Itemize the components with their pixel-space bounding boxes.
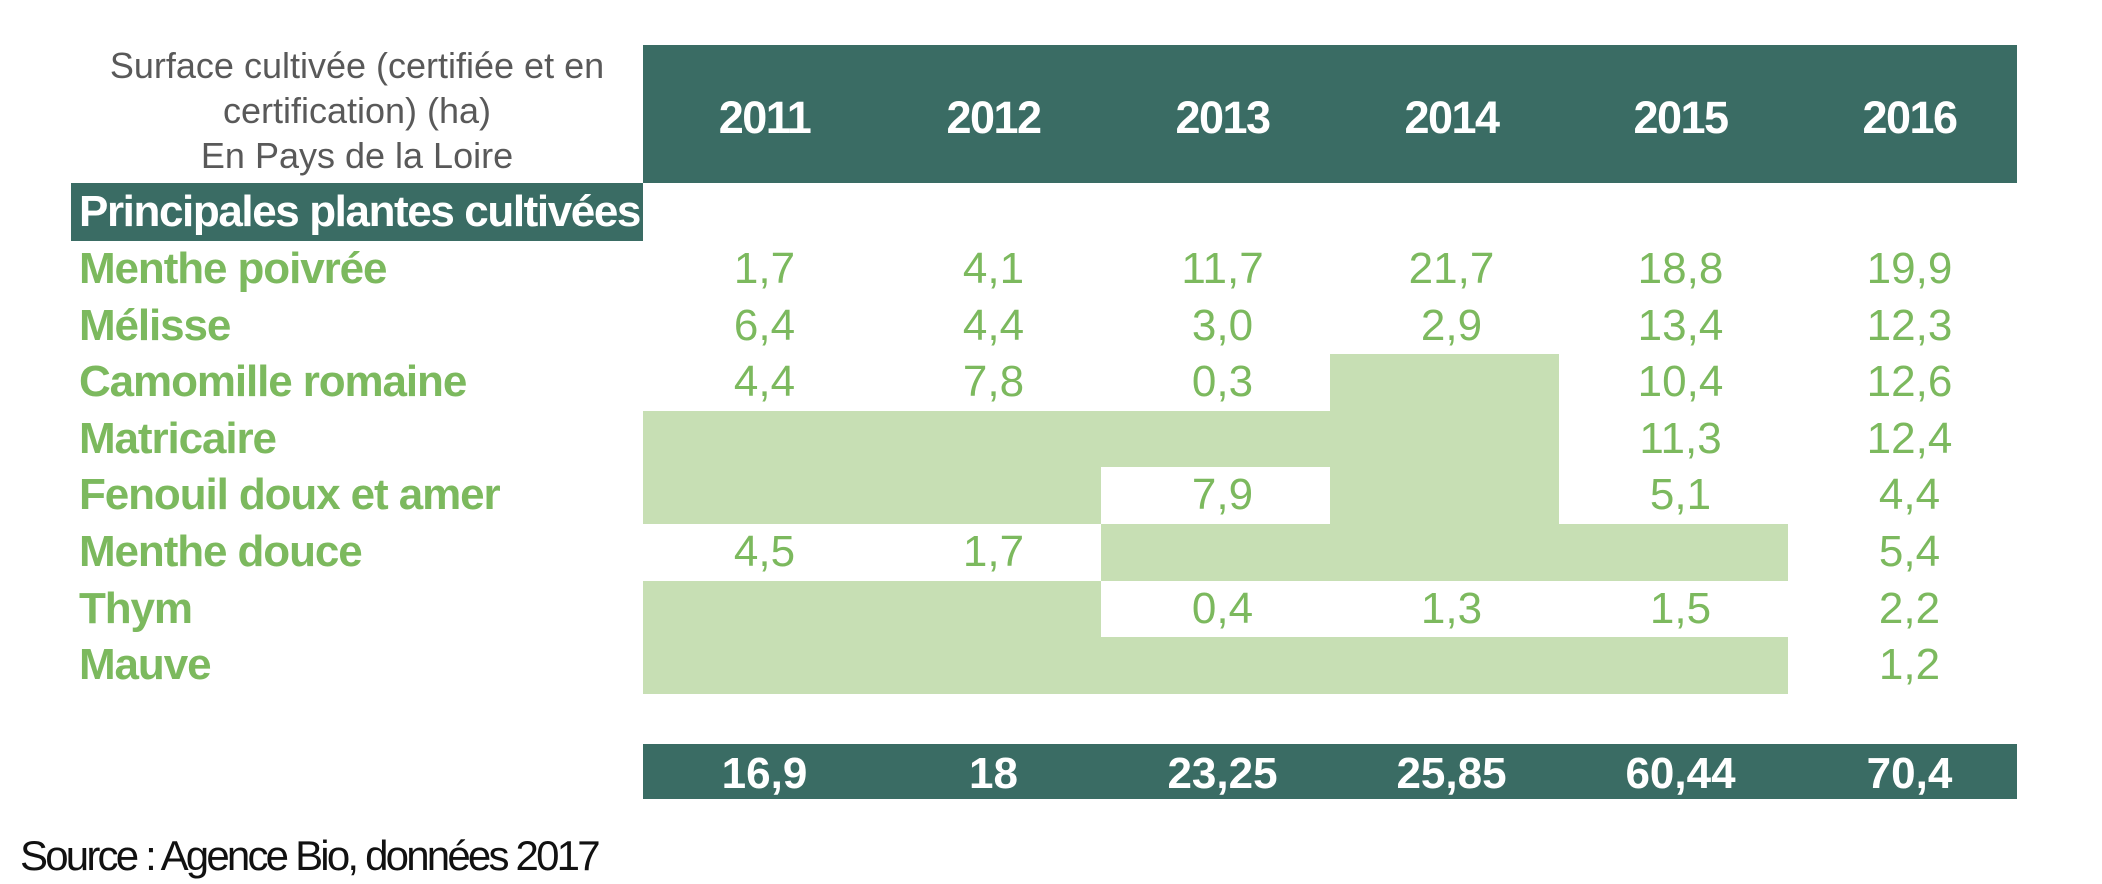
total-2016: 70,4 — [1788, 743, 2017, 799]
cell-matricaire-2015: 11,3 — [1639, 413, 1722, 463]
cell-thym-2014: 1,3 — [1420, 583, 1483, 633]
table-title-line-1: Surface cultivée (certifiée et en — [109, 45, 605, 87]
cell-menthe-poivree-2014: 21,7 — [1408, 243, 1495, 293]
empty-cell-block-2013-2015-mauve — [1101, 637, 1788, 694]
cell-camomille-2011: 4,4 — [733, 357, 796, 407]
cell-melisse-2015: 13,4 — [1637, 300, 1724, 350]
total-2011: 16,9 — [643, 743, 872, 799]
cell-menthe-poivree-2016: 19,9 — [1866, 243, 1953, 293]
cell-camomille-2012: 7,8 — [962, 357, 1025, 407]
section-header: Principales plantes cultivées — [71, 182, 643, 241]
cell-menthe-poivree-2011: 1,7 — [733, 243, 796, 293]
total-2013: 23,25 — [1101, 743, 1330, 799]
row-label-camomille-romaine: Camomille romaine — [79, 357, 467, 407]
cell-melisse-2012: 4,4 — [962, 300, 1025, 350]
cell-matricaire-2016: 12,4 — [1866, 413, 1953, 463]
column-header-2015: 2015 — [1559, 45, 1788, 183]
table-title: Surface cultivée (certifiée et en certif… — [71, 45, 643, 183]
empty-cell-block-2011-2012-matricaire-fenouil — [643, 410, 1101, 524]
cell-menthe-douce-2011: 4,5 — [733, 526, 796, 576]
cell-menthe-poivree-2012: 4,1 — [962, 243, 1025, 293]
cell-menthe-douce-2012: 1,7 — [962, 526, 1025, 576]
row-label-mauve: Mauve — [79, 640, 212, 690]
cell-melisse-2013: 3,0 — [1191, 300, 1254, 350]
cell-menthe-poivree-2013: 11,7 — [1181, 243, 1264, 293]
total-2014: 25,85 — [1330, 743, 1559, 799]
cell-melisse-2016: 12,3 — [1866, 300, 1953, 350]
row-label-menthe-poivree: Menthe poivrée — [79, 243, 387, 293]
row-label-menthe-douce: Menthe douce — [79, 526, 363, 576]
cell-fenouil-2016: 4,4 — [1878, 470, 1941, 520]
column-header-2012: 2012 — [872, 45, 1101, 183]
row-label-thym: Thym — [79, 583, 193, 633]
cell-menthe-douce-2016: 5,4 — [1878, 526, 1941, 576]
cell-menthe-poivree-2015: 18,8 — [1637, 243, 1724, 293]
cell-melisse-2011: 6,4 — [733, 300, 796, 350]
column-header-2013: 2013 — [1101, 45, 1330, 183]
total-2015: 60,44 — [1559, 743, 1788, 799]
empty-cell-block-2013-2015-menthe-douce — [1101, 523, 1788, 581]
cell-fenouil-2015: 5,1 — [1649, 470, 1712, 520]
cell-thym-2013: 0,4 — [1191, 583, 1254, 633]
cell-mauve-2016: 1,2 — [1878, 640, 1941, 690]
table-title-line-2: certification) (ha) — [222, 90, 492, 132]
source-note: Source : Agence Bio, données 2017 — [20, 832, 601, 879]
empty-cell-block-2011-2012-thym-mauve — [643, 580, 1101, 694]
empty-cell-2013-matricaire — [1101, 410, 1330, 468]
column-header-2011: 2011 — [643, 45, 872, 183]
empty-cell-block-2014-camomille-fenouil — [1330, 354, 1559, 524]
cell-camomille-2016: 12,6 — [1866, 357, 1953, 407]
cell-camomille-2015: 10,4 — [1637, 357, 1724, 407]
cell-thym-2015: 1,5 — [1649, 583, 1712, 633]
total-2012: 18 — [872, 743, 1101, 799]
data-table: Surface cultivée (certifiée et en certif… — [71, 45, 2017, 799]
column-header-2014: 2014 — [1330, 45, 1559, 183]
cell-thym-2016: 2,2 — [1878, 583, 1941, 633]
cell-camomille-2013: 0,3 — [1191, 357, 1254, 407]
cell-fenouil-2013: 7,9 — [1191, 470, 1254, 520]
cell-melisse-2014: 2,9 — [1420, 300, 1483, 350]
row-label-fenouil: Fenouil doux et amer — [79, 470, 501, 520]
column-header-2016: 2016 — [1788, 45, 2017, 183]
table-title-line-3: En Pays de la Loire — [200, 135, 514, 177]
row-label-melisse: Mélisse — [79, 300, 231, 350]
row-label-matricaire: Matricaire — [79, 413, 277, 463]
